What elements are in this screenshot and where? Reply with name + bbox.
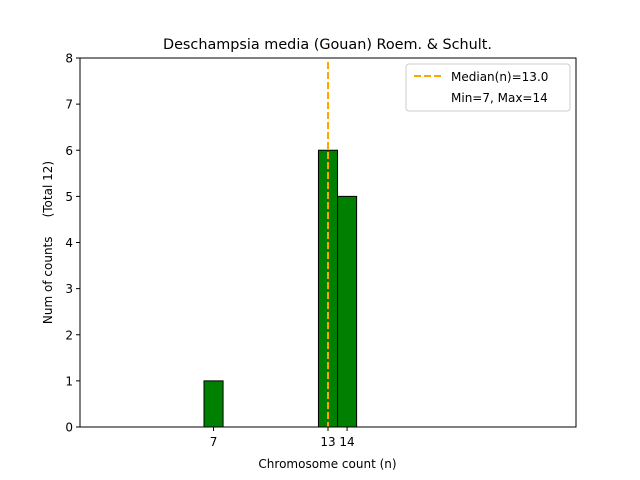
y-tick-label-7: 7 (65, 98, 73, 112)
x-tick-label-14: 14 (339, 435, 354, 449)
y-tick-label-3: 3 (65, 282, 73, 296)
x-axis: 7 13 14 (210, 427, 355, 449)
y-tick-label-1: 1 (65, 374, 73, 388)
x-axis-label: Chromosome count (n) (258, 457, 396, 471)
bar-14 (337, 195, 358, 428)
legend: Median(n)=13.0 Min=7, Max=14 (405, 63, 571, 112)
y-axis-label: Num of counts (Total 12) (41, 161, 55, 324)
y-tick-label-5: 5 (65, 190, 73, 204)
y-tick-label-6: 6 (65, 144, 73, 158)
legend-median-label: Median(n)=13.0 (451, 70, 548, 84)
y-tick-label-8: 8 (65, 52, 73, 66)
bars-layer (80, 149, 405, 428)
chart-title: Deschampsia media (Gouan) Roem. & Schult… (163, 37, 492, 53)
y-tick-label-0: 0 (65, 421, 73, 435)
y-tick-label-2: 2 (65, 328, 73, 342)
x-tick-label-7: 7 (210, 435, 218, 449)
legend-range-label: Min=7, Max=14 (451, 91, 548, 105)
legend-box (405, 63, 571, 112)
y-axis: 0 1 2 3 4 5 6 7 8 (65, 52, 80, 435)
x-tick-label-13: 13 (320, 435, 335, 449)
bar-7 (203, 380, 224, 428)
y-tick-label-4: 4 (65, 236, 73, 250)
